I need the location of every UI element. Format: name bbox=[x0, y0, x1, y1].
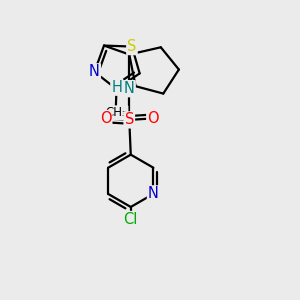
Text: S: S bbox=[127, 39, 136, 54]
Text: N: N bbox=[148, 186, 159, 201]
Text: O: O bbox=[100, 111, 111, 126]
Text: N: N bbox=[89, 64, 100, 79]
Text: CH₃: CH₃ bbox=[106, 106, 128, 119]
Text: O: O bbox=[147, 111, 159, 126]
Text: H: H bbox=[111, 80, 122, 95]
Text: Cl: Cl bbox=[124, 212, 138, 227]
Text: S: S bbox=[124, 112, 134, 128]
Text: N: N bbox=[124, 81, 135, 96]
